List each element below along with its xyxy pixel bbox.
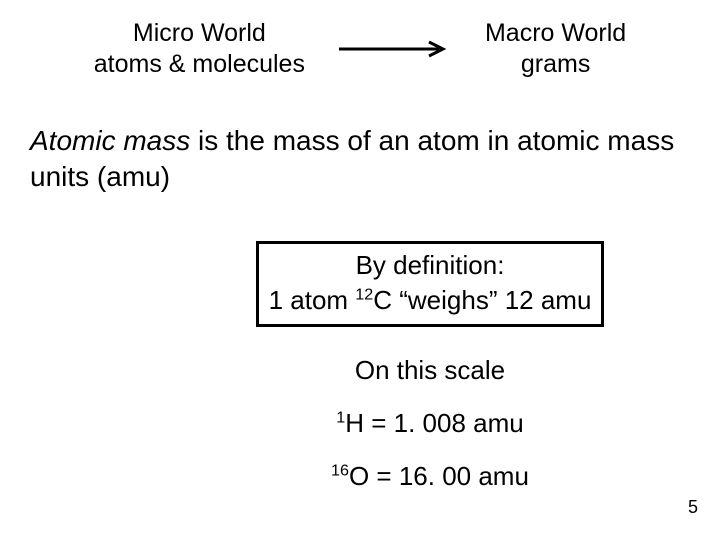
scale-label: On this scale bbox=[0, 355, 720, 386]
page-number: 5 bbox=[688, 497, 698, 518]
micro-world-block: Micro World atoms & molecules bbox=[94, 18, 305, 81]
boxed-wrapper: By definition: 1 atom 12C “weighs” 12 am… bbox=[0, 195, 720, 327]
box-prefix: 1 atom bbox=[269, 285, 356, 315]
macro-world-block: Macro World grams bbox=[485, 18, 626, 81]
eq-o-elem: O bbox=[349, 461, 369, 491]
definition-box: By definition: 1 atom 12C “weighs” 12 am… bbox=[256, 241, 605, 327]
arrow-icon bbox=[335, 39, 455, 59]
term-italic: Atomic mass bbox=[30, 125, 190, 156]
eq-o-val: = 16. 00 amu bbox=[369, 461, 529, 491]
eq-h-elem: H bbox=[345, 408, 364, 438]
header-row: Micro World atoms & molecules Macro Worl… bbox=[0, 0, 720, 81]
atomic-mass-definition: Atomic mass is the mass of an atom in at… bbox=[0, 123, 720, 196]
box-line1: By definition: bbox=[269, 248, 592, 283]
eq-h-val: = 1. 008 amu bbox=[364, 408, 524, 438]
box-sup: 12 bbox=[355, 286, 373, 304]
box-line2: 1 atom 12C “weighs” 12 amu bbox=[269, 283, 592, 318]
equation-h: 1H = 1. 008 amu bbox=[0, 408, 720, 439]
micro-line2: atoms & molecules bbox=[94, 49, 305, 80]
box-elem: C bbox=[373, 285, 392, 315]
micro-line1: Micro World bbox=[94, 18, 305, 49]
macro-line2: grams bbox=[485, 49, 626, 80]
box-rest: “weighs” 12 amu bbox=[392, 285, 591, 315]
eq-o-sup: 16 bbox=[331, 462, 349, 480]
equation-o: 16O = 16. 00 amu bbox=[0, 461, 720, 492]
eq-h-sup: 1 bbox=[336, 409, 345, 427]
macro-line1: Macro World bbox=[485, 18, 626, 49]
